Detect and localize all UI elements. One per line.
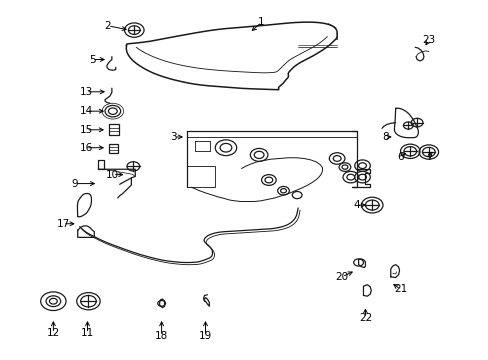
- Text: 21: 21: [393, 284, 407, 294]
- Text: 23: 23: [421, 35, 434, 45]
- Text: 5: 5: [89, 54, 96, 64]
- Text: 9: 9: [71, 179, 78, 189]
- Text: 3: 3: [170, 132, 177, 142]
- Text: 14: 14: [79, 106, 92, 116]
- Text: 22: 22: [358, 313, 371, 323]
- Text: 13: 13: [79, 87, 92, 97]
- Text: 10: 10: [106, 170, 119, 180]
- Text: 19: 19: [199, 331, 212, 341]
- Bar: [109, 124, 119, 135]
- Text: 4: 4: [353, 200, 359, 210]
- Text: 18: 18: [155, 331, 168, 341]
- Text: 15: 15: [79, 125, 92, 135]
- Text: 12: 12: [47, 328, 60, 338]
- Bar: [109, 144, 118, 153]
- Text: 6: 6: [396, 152, 403, 162]
- Text: 8: 8: [382, 132, 388, 142]
- Text: 17: 17: [57, 219, 70, 229]
- Text: 1: 1: [258, 17, 264, 27]
- Text: 16: 16: [79, 143, 92, 153]
- Text: 11: 11: [81, 328, 94, 338]
- Text: 20: 20: [335, 272, 348, 282]
- Text: 2: 2: [104, 21, 111, 31]
- Text: 7: 7: [426, 152, 432, 162]
